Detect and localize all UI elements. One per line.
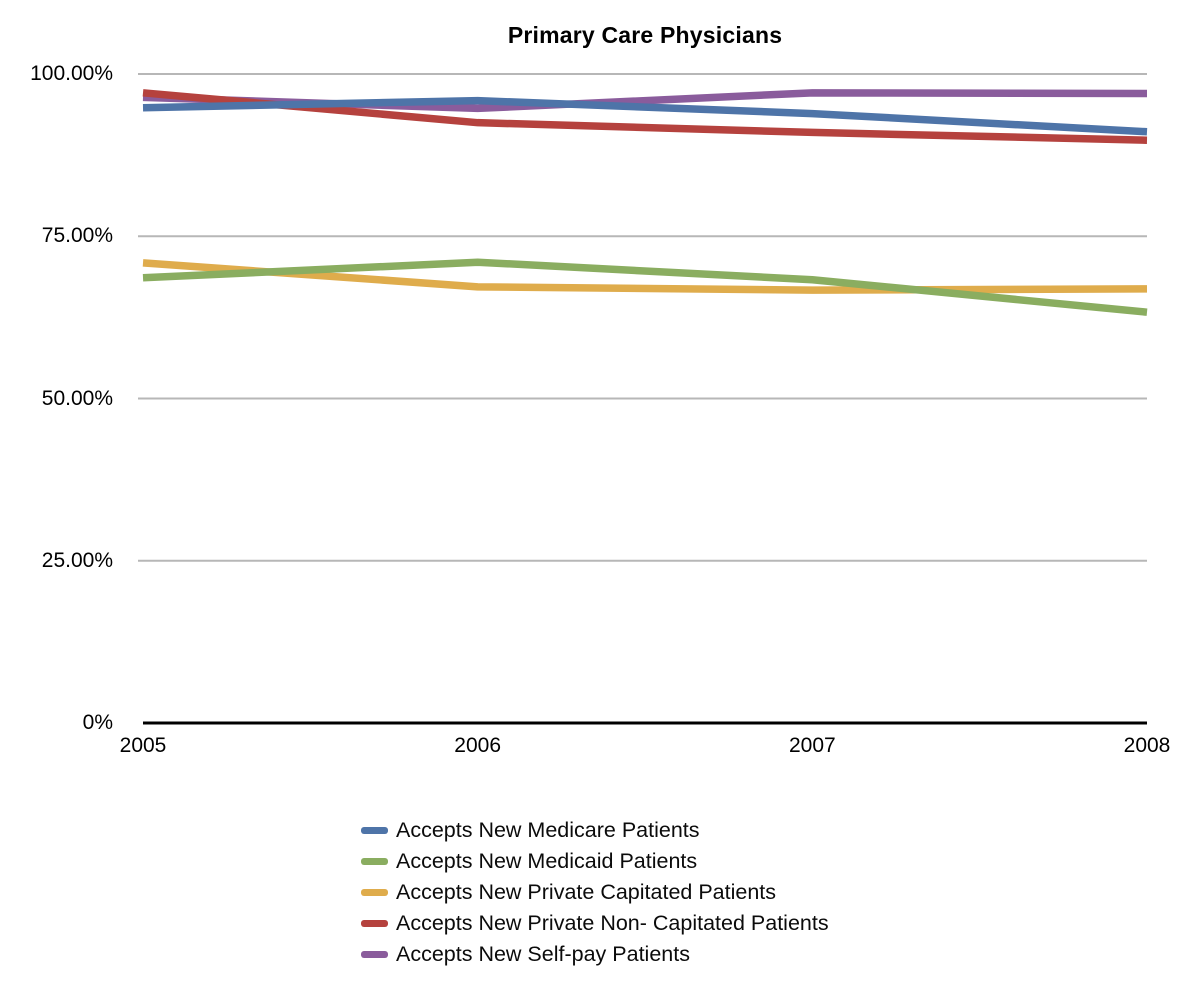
legend-label: Accepts New Medicare Patients	[396, 818, 700, 842]
legend-label: Accepts New Self-pay Patients	[396, 942, 690, 966]
series-line	[142, 259, 1148, 294]
x-tick-label: 2007	[788, 734, 836, 757]
y-tick-label: 100.00%	[30, 62, 113, 85]
legend-label: Accepts New Private Non- Capitated Patie…	[396, 911, 829, 935]
legend-swatch-icon	[361, 858, 388, 865]
y-tick-label: 0%	[82, 711, 113, 734]
legend-swatch-icon	[361, 951, 388, 958]
legend: Accepts New Medicare Patients Accepts New…	[361, 815, 829, 970]
x-tick-label: 2006	[454, 734, 502, 757]
legend-item: Accepts New Medicaid Patients	[361, 846, 829, 877]
legend-item: Accepts New Private Non- Capitated Patie…	[361, 908, 829, 939]
legend-swatch-icon	[361, 889, 388, 896]
series-line	[142, 96, 1148, 136]
series-line	[142, 258, 1148, 316]
legend-label: Accepts New Private Capitated Patients	[396, 880, 777, 904]
y-tick-label: 25.00%	[41, 548, 113, 572]
legend-swatch-icon	[361, 920, 388, 927]
x-tick-label: 2008	[1123, 734, 1171, 757]
y-tick-label: 50.00%	[41, 386, 113, 410]
legend-swatch-icon	[361, 827, 388, 834]
legend-item: Accepts New Private Capitated Patients	[361, 877, 829, 908]
chart-title: Primary Care Physicians	[507, 22, 783, 48]
legend-item: Accepts New Medicare Patients	[361, 815, 829, 846]
x-tick-label: 2005	[119, 734, 167, 757]
legend-item: Accepts New Self-pay Patients	[361, 939, 829, 970]
y-tick-label: 75.00%	[41, 224, 113, 248]
legend-label: Accepts New Medicaid Patients	[396, 849, 698, 873]
